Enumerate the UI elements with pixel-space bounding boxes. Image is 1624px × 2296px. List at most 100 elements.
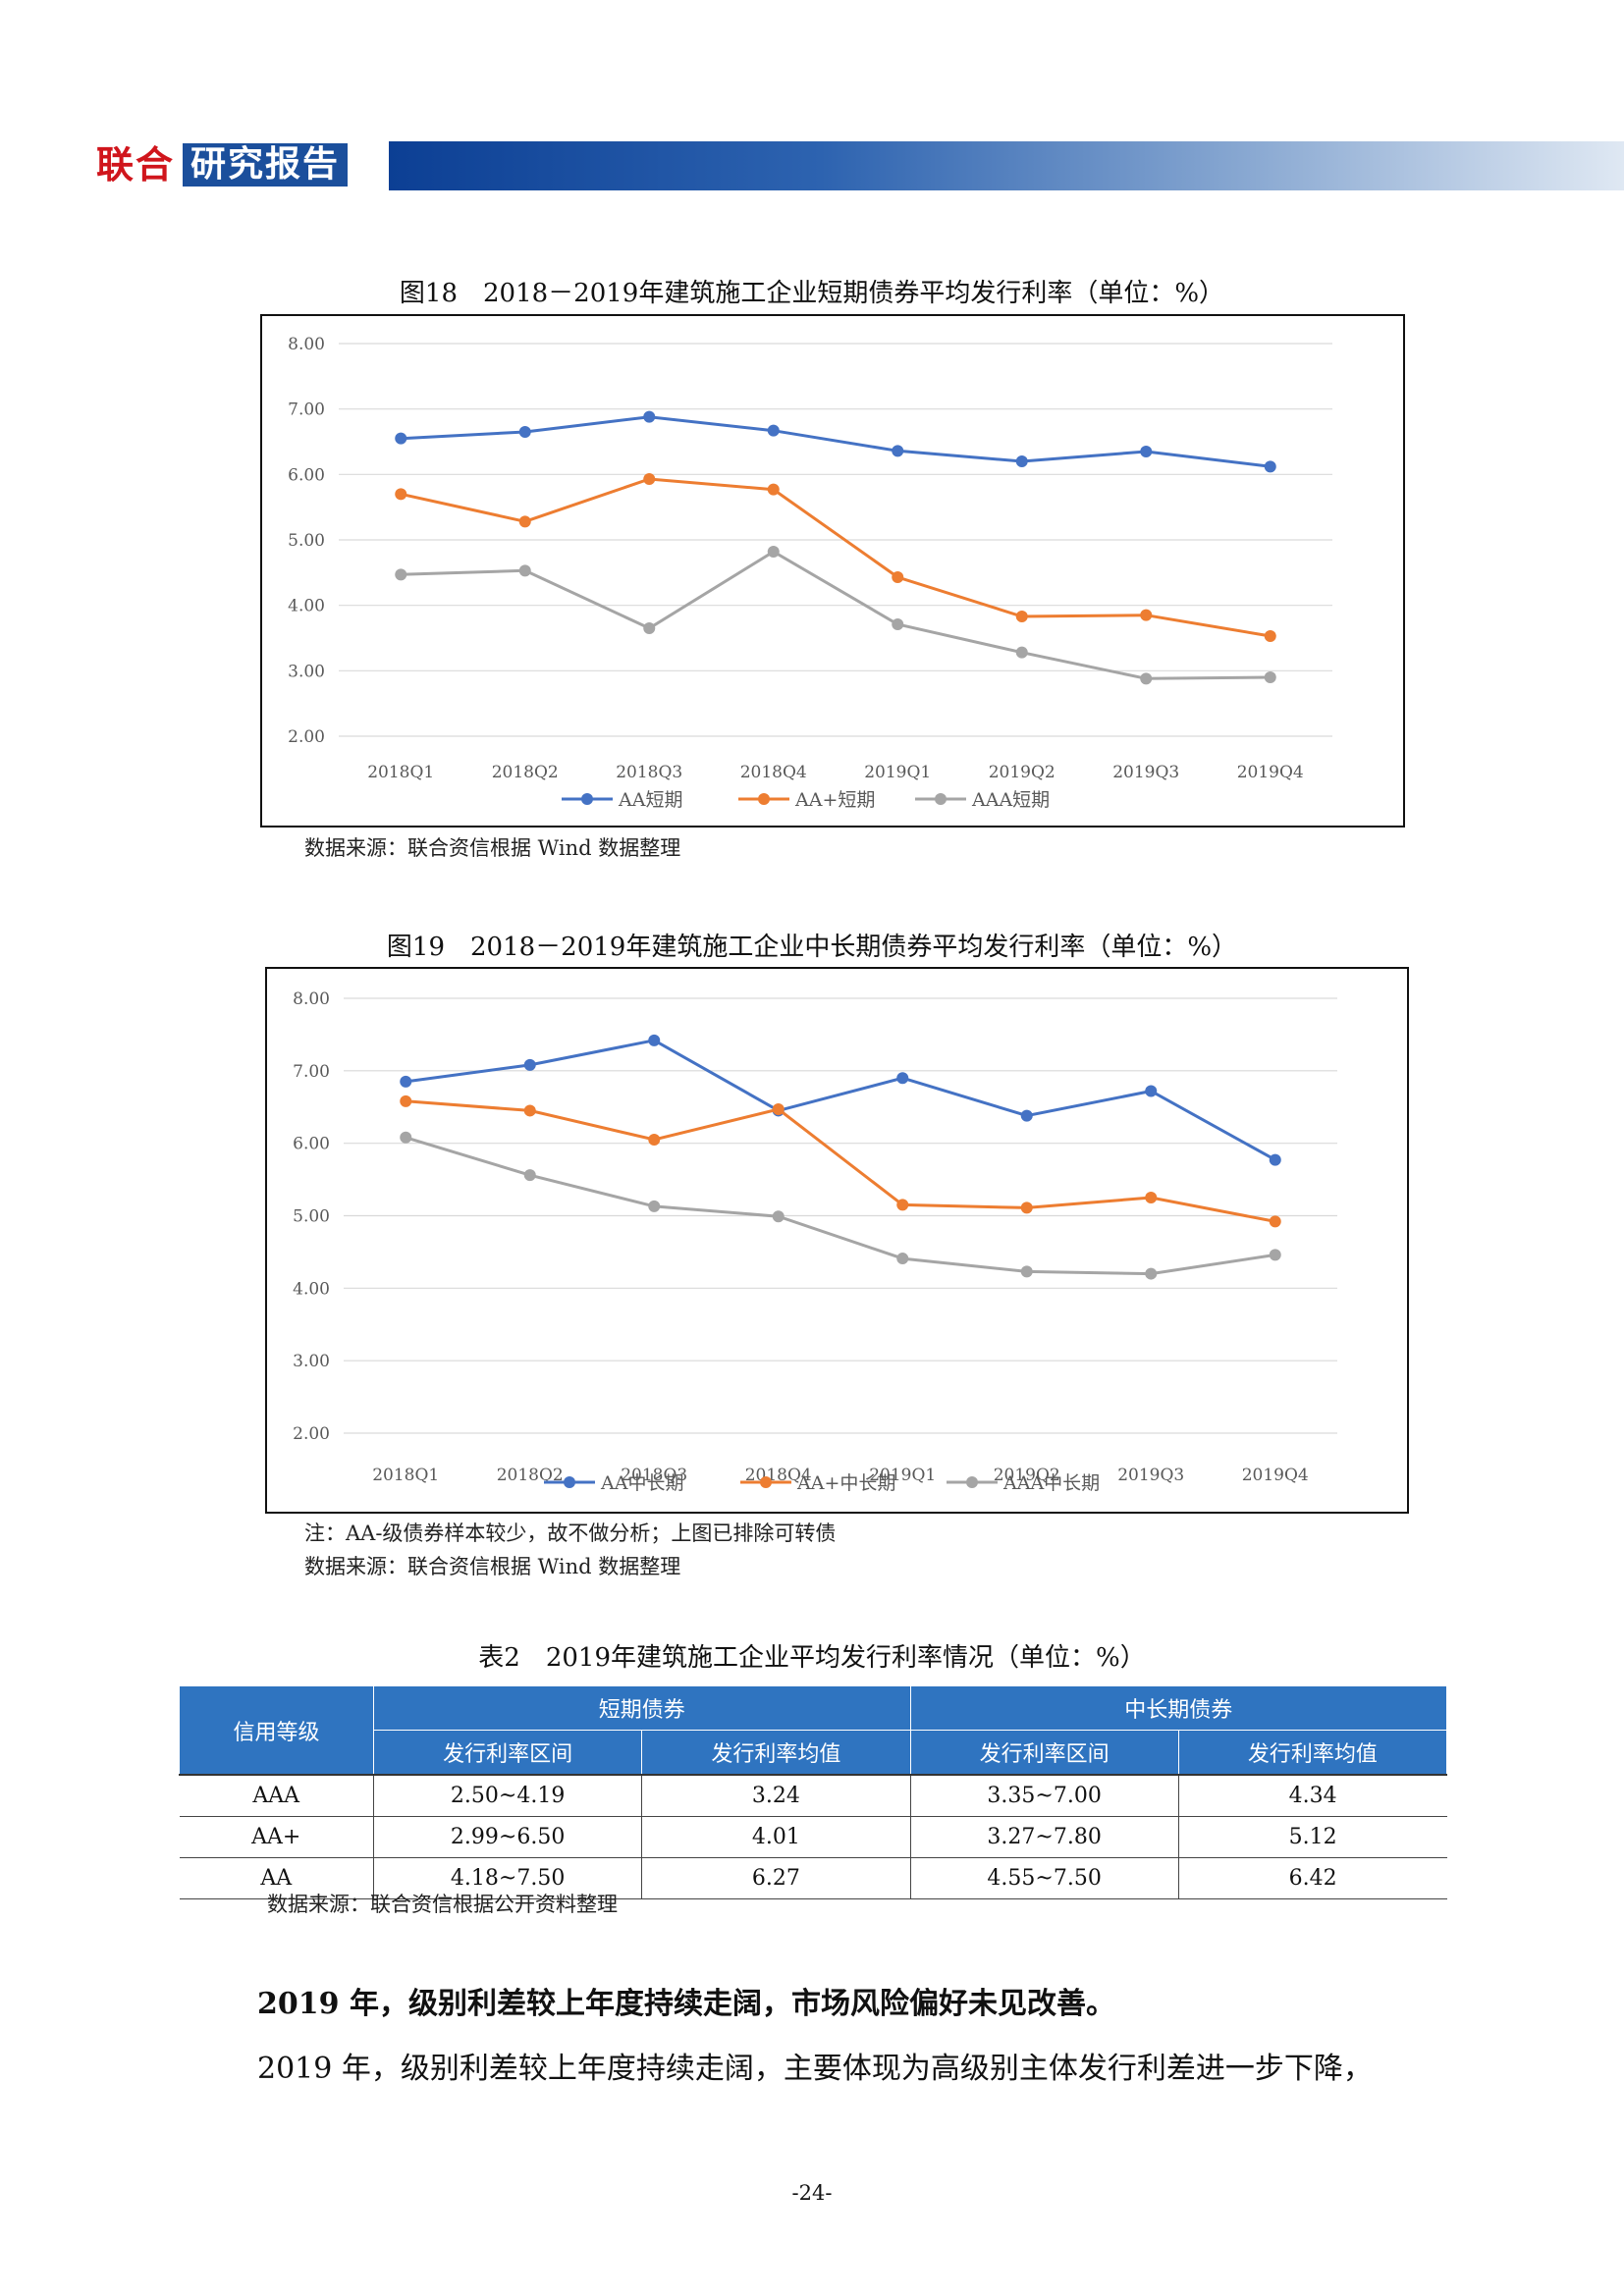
y-tick-label: 2.00 [293, 1424, 330, 1444]
legend-marker [760, 1476, 772, 1488]
data-point [1020, 1109, 1033, 1122]
x-tick-label: 2018Q1 [367, 763, 434, 782]
data-point [1140, 609, 1153, 621]
data-point [767, 424, 780, 437]
x-tick-label: 2018Q2 [492, 763, 559, 782]
data-point [400, 1095, 412, 1107]
cell-long-mean: 5.12 [1177, 1816, 1447, 1858]
series-line [406, 1039, 1276, 1161]
data-point [1145, 1192, 1158, 1204]
data-point [772, 1210, 785, 1223]
cell-long-range: 3.27~7.80 [909, 1816, 1179, 1858]
header-short-range: 发行利率区间 [372, 1730, 643, 1776]
x-tick-label: 2019Q2 [989, 763, 1056, 782]
cell-short-mean: 4.01 [641, 1816, 910, 1858]
data-point [1145, 1085, 1158, 1097]
figure19-svg: 2.00 3.00 4.00 5.00 6.00 7.00 8.00 2018Q1 2018Q2… [293, 989, 1337, 1494]
data-point [395, 568, 407, 581]
data-point [518, 515, 531, 528]
legend-label: AA+短期 [794, 789, 875, 811]
data-point [1264, 671, 1276, 683]
series-line [401, 550, 1271, 680]
y-tick-label: 5.00 [288, 531, 325, 551]
y-tick-label: 2.00 [288, 727, 325, 747]
header-short-term: 短期债券 [373, 1685, 911, 1731]
data-point [395, 432, 407, 445]
x-tick-label: 2019Q1 [869, 1466, 936, 1485]
legend-label: AAA中长期 [1002, 1472, 1100, 1494]
cell-long-range: 4.55~7.50 [909, 1857, 1179, 1899]
data-point [518, 426, 531, 438]
figure19-caption: 图19 2018－2019年建筑施工企业中长期债券平均发行利率（单位：%） [386, 933, 1238, 962]
cell-short-mean: 3.24 [641, 1774, 910, 1817]
y-tick-label: 6.00 [288, 465, 325, 485]
data-point [395, 488, 407, 501]
x-tick-label: 2018Q1 [372, 1466, 439, 1485]
cell-short-range: 2.50~4.19 [372, 1774, 642, 1817]
brand-name-blue: 研究报告 [183, 143, 349, 187]
x-tick-label: 2019Q1 [864, 763, 931, 782]
figure18-svg: 2.00 3.00 4.00 5.00 6.00 7.00 8.00 2018Q1 2018Q2… [288, 335, 1332, 811]
legend-marker [581, 793, 593, 805]
cell-short-range: 4.18~7.50 [372, 1857, 642, 1899]
legend-marker [966, 1476, 978, 1488]
header-gradient-bar [389, 141, 1624, 190]
legend-label: AA中长期 [600, 1472, 683, 1494]
table-row: AA 4.18~7.50 6.27 4.55~7.50 6.42 [179, 1857, 1447, 1899]
data-point [767, 546, 780, 558]
data-point [892, 571, 904, 583]
data-point [1020, 1265, 1033, 1278]
data-point [892, 618, 904, 630]
y-tick-label: 3.00 [293, 1352, 330, 1371]
data-point [643, 622, 656, 634]
report-brand: 联合 研究报告 [96, 143, 349, 187]
y-tick-label: 8.00 [293, 989, 330, 1009]
x-tick-label: 2018Q4 [740, 763, 807, 782]
data-point [1015, 611, 1028, 622]
data-point [1015, 455, 1028, 467]
x-tick-label: 2018Q2 [497, 1466, 564, 1485]
x-tick-label: 2019Q3 [1112, 763, 1179, 782]
figure19-source: 数据来源：联合资信根据 Wind 数据整理 [304, 1555, 681, 1578]
data-point [1140, 446, 1153, 457]
data-point [643, 473, 656, 485]
x-tick-label: 2018Q3 [616, 763, 682, 782]
header-rating: 信用等级 [179, 1685, 374, 1776]
section-heading: 2019 年，级别利差较上年度持续走阔，市场风险偏好未见改善。 [257, 1987, 1115, 2021]
x-tick-label: 2019Q4 [1242, 1466, 1309, 1485]
header-short-mean: 发行利率均值 [641, 1730, 911, 1776]
cell-rating: AAA [179, 1774, 374, 1817]
data-point [523, 1104, 536, 1117]
header-long-range: 发行利率区间 [909, 1730, 1179, 1776]
body-paragraph: 2019 年，级别利差较上年度持续走阔，主要体现为高级别主体发行利差进一步下降， [257, 2052, 1373, 2086]
data-point [523, 1169, 536, 1182]
cell-short-range: 2.99~6.50 [372, 1816, 642, 1858]
x-tick-label: 2019Q2 [994, 1466, 1060, 1485]
y-tick-label: 6.00 [293, 1135, 330, 1154]
data-point [400, 1131, 412, 1144]
legend-marker [564, 1476, 575, 1488]
data-point [1020, 1201, 1033, 1214]
brand-name-red: 联合 [96, 143, 176, 187]
data-point [1264, 630, 1276, 642]
table-row: AA+ 2.99~6.50 4.01 3.27~7.80 5.12 [179, 1816, 1447, 1858]
legend-label: AAA短期 [971, 789, 1050, 811]
data-point [648, 1133, 661, 1146]
x-tick-label: 2018Q3 [621, 1466, 687, 1485]
x-tick-label: 2019Q4 [1237, 763, 1304, 782]
data-point [896, 1253, 909, 1265]
data-point [648, 1200, 661, 1212]
legend-label: AA短期 [618, 789, 682, 811]
data-point [1269, 1153, 1281, 1166]
y-tick-label: 4.00 [293, 1279, 330, 1299]
series-line [400, 477, 1272, 638]
data-point [896, 1072, 909, 1085]
cell-rating: AA [179, 1857, 374, 1899]
data-point [1145, 1267, 1158, 1280]
y-tick-label: 8.00 [288, 335, 325, 354]
data-point [1269, 1215, 1281, 1228]
data-point [892, 445, 904, 457]
figure18-chart: 2.00 3.00 4.00 5.00 6.00 7.00 8.00 2018Q1 2018Q2… [260, 314, 1405, 828]
y-tick-label: 7.00 [288, 400, 325, 420]
data-point [648, 1034, 661, 1046]
